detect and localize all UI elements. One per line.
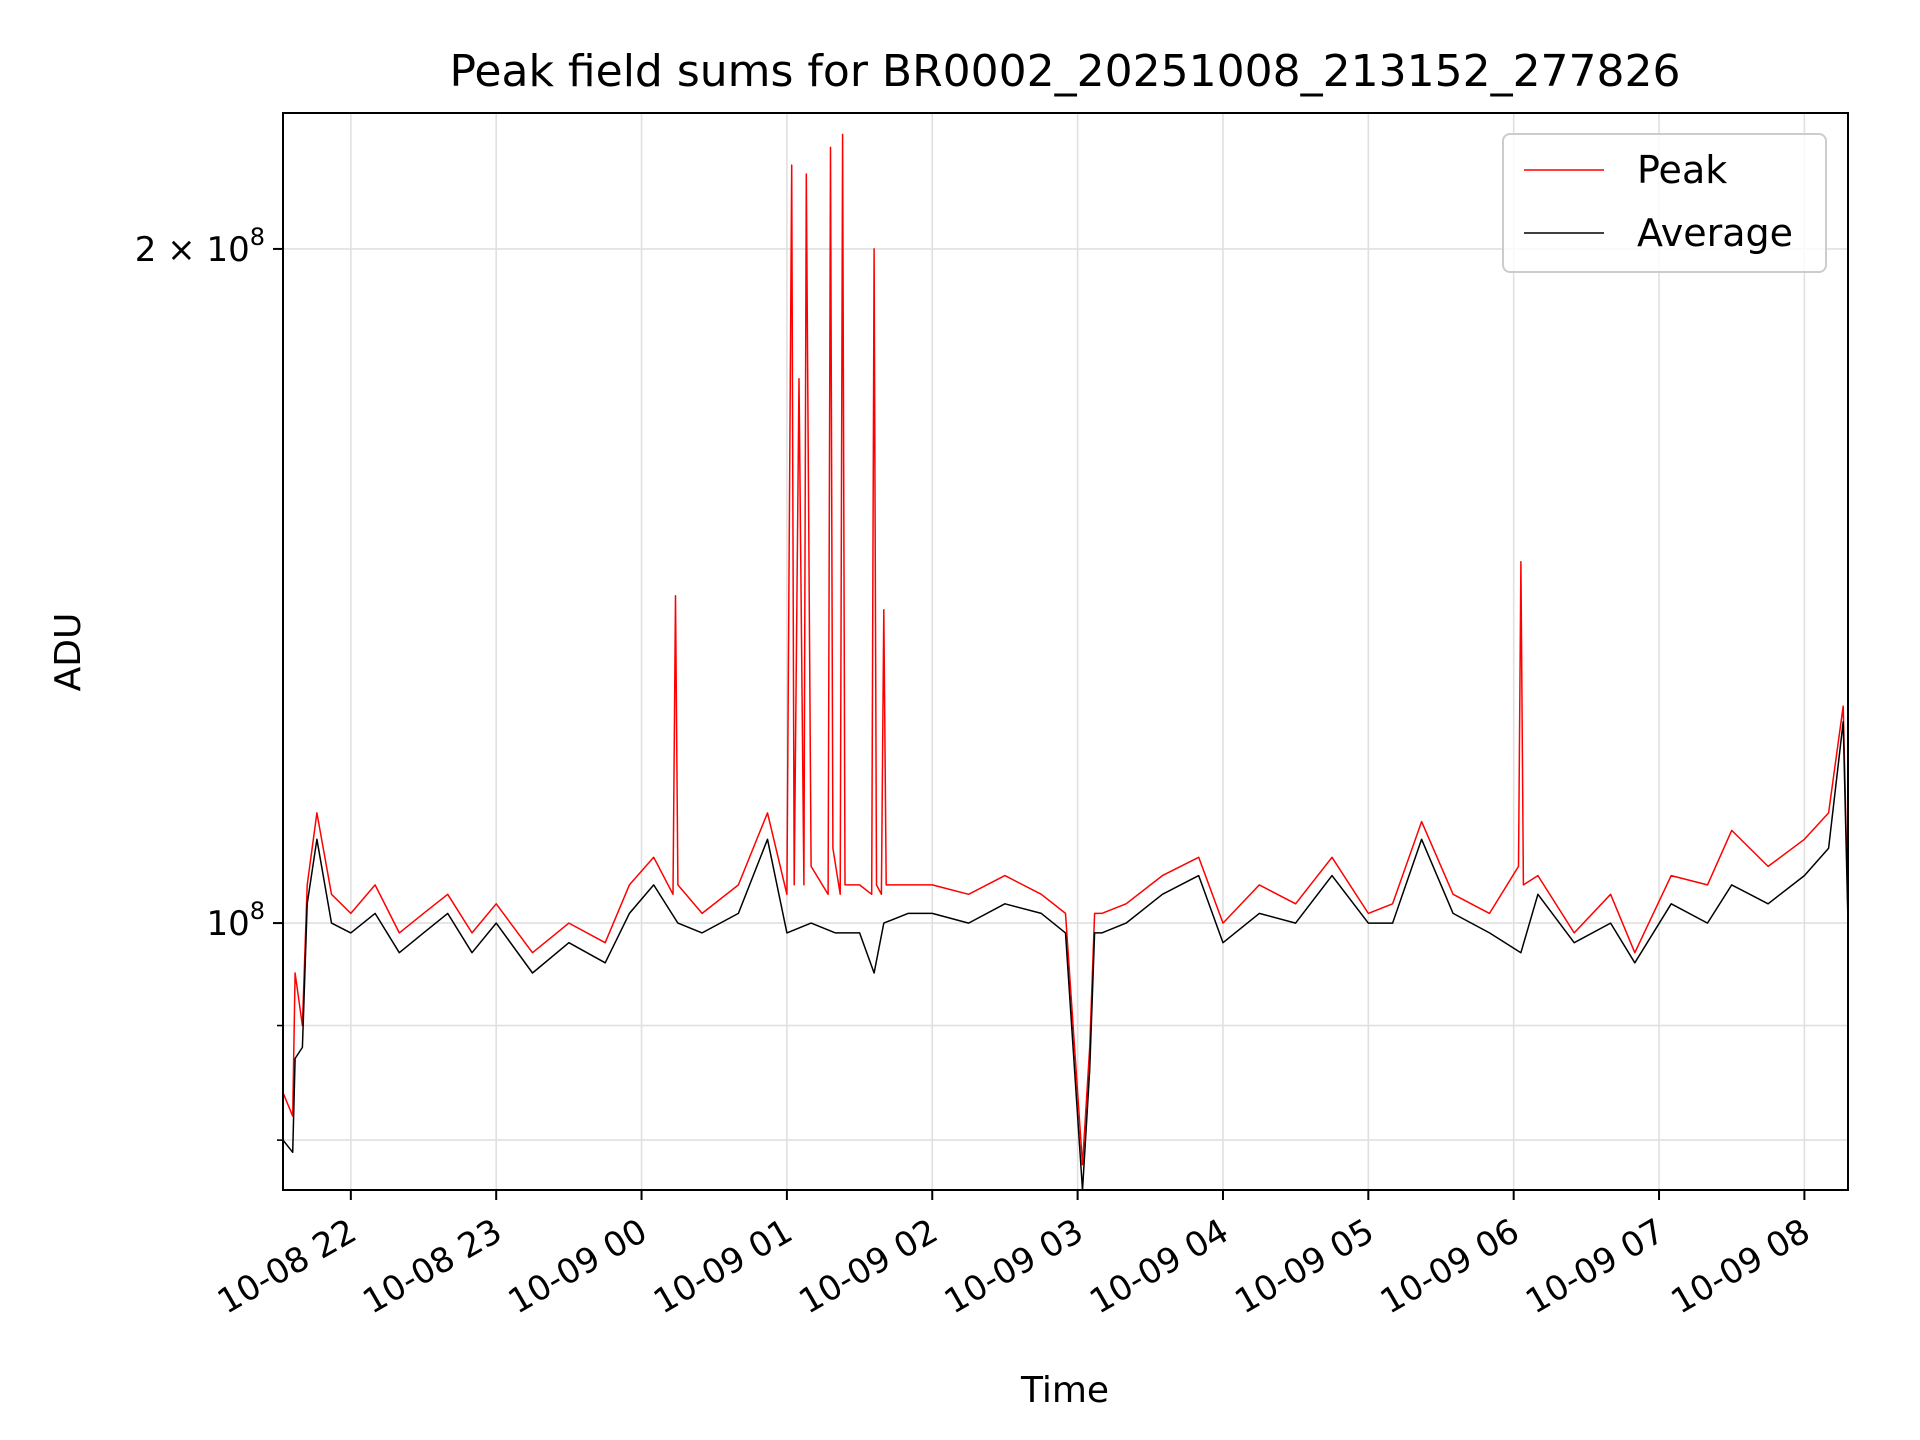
legend-label-average: Average: [1637, 211, 1793, 255]
series-layer: [283, 133, 1848, 1190]
grid: [283, 113, 1848, 1190]
legend-label-peak: Peak: [1637, 148, 1727, 192]
y-tick-label: 108: [206, 897, 265, 944]
plot-frame: [282, 112, 1849, 1191]
plot-area: [283, 133, 1848, 1190]
series-line-peak: [283, 133, 1848, 1166]
y-axis-label: ADU: [48, 613, 89, 692]
legend-box: [1502, 133, 1827, 273]
chart-title: Peak field sums for BR0002_20251008_2131…: [449, 46, 1680, 97]
x-axis-label: Time: [1020, 1370, 1109, 1411]
legend: Peak Average: [1502, 133, 1827, 273]
series-line-average: [283, 720, 1848, 1190]
y-tick-label: 2 × 108: [135, 223, 265, 270]
y-axis-ticks: 108 2 × 108: [135, 223, 283, 1141]
